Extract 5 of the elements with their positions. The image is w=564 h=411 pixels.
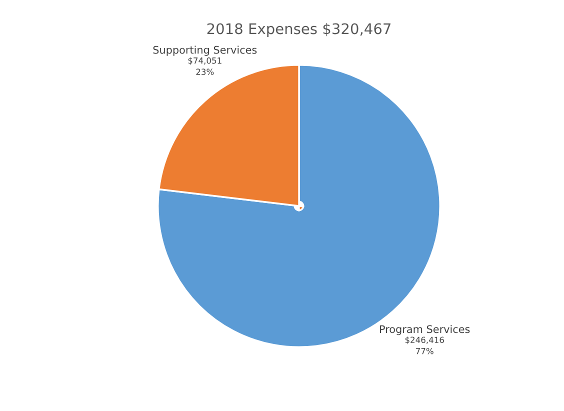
slice-label: Supporting Services	[153, 46, 257, 56]
chart-title: 2018 Expenses $320,467	[207, 22, 390, 38]
data-label: $74,051 23%	[188, 57, 222, 75]
data-label: $246,416 77%	[405, 336, 444, 354]
slice-label: Program Services	[380, 325, 470, 336]
